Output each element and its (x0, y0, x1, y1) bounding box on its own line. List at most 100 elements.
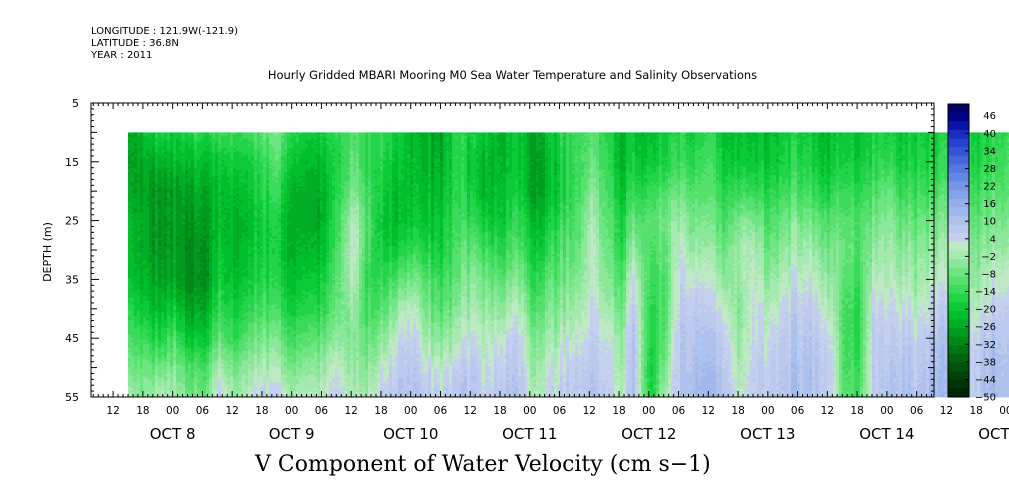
heatmap-cell (524, 368, 528, 375)
heatmap-cell (494, 222, 498, 225)
heatmap-cell (443, 386, 447, 391)
heatmap-cell (308, 346, 312, 357)
heatmap-cell (551, 316, 555, 335)
heatmap-cell (581, 162, 585, 171)
heatmap-cell (164, 204, 168, 217)
heatmap-cell (572, 374, 576, 379)
heatmap-cell (545, 230, 549, 233)
heatmap-cell (332, 274, 336, 277)
heatmap-cell (245, 222, 249, 227)
heatmap-cell (314, 322, 318, 325)
heatmap-cell (134, 146, 138, 149)
heatmap-cell (218, 146, 222, 149)
heatmap-cell (245, 220, 249, 223)
heatmap-cell (155, 144, 159, 153)
heatmap-cell (335, 286, 339, 289)
heatmap-cell (449, 316, 453, 329)
heatmap-cell (152, 370, 156, 373)
heatmap-cell (275, 132, 279, 135)
heatmap-cell (389, 178, 393, 219)
heatmap-cell (494, 304, 498, 307)
heatmap-cell (326, 206, 330, 209)
heatmap-cell (452, 340, 456, 345)
heatmap-cell (452, 176, 456, 191)
heatmap-cell (548, 218, 552, 223)
heatmap-cell (479, 346, 483, 349)
heatmap-cell (440, 160, 444, 165)
heatmap-cell (158, 208, 162, 213)
heatmap-cell (149, 300, 153, 315)
heatmap-cell (248, 310, 252, 323)
heatmap-cell (185, 250, 189, 293)
heatmap-cell (359, 354, 363, 357)
heatmap-cell (155, 254, 159, 277)
heatmap-cell (527, 332, 531, 335)
heatmap-cell (575, 178, 579, 181)
heatmap-cell (128, 316, 132, 321)
heatmap-cell (548, 344, 552, 347)
heatmap-cell (173, 278, 177, 281)
heatmap-cell (128, 206, 132, 209)
heatmap-cell (329, 300, 333, 315)
heatmap-cell (476, 276, 480, 301)
heatmap-cell (515, 384, 519, 387)
heatmap-cell (446, 320, 450, 331)
heatmap-cell (551, 392, 555, 395)
heatmap-cell (479, 356, 483, 359)
heatmap-cell (257, 364, 261, 377)
heatmap-cell (236, 378, 240, 381)
heatmap-cell (164, 386, 168, 389)
heatmap-cell (569, 382, 573, 385)
heatmap-cell (338, 132, 342, 155)
heatmap-cell (128, 168, 132, 173)
heatmap-cell (245, 234, 249, 237)
heatmap-cell (401, 154, 405, 157)
heatmap-cell (413, 182, 417, 187)
heatmap-cell (494, 368, 498, 398)
heatmap-cell (581, 368, 585, 373)
heatmap-cell (377, 236, 381, 239)
heatmap-cell (590, 136, 594, 141)
heatmap-cell (293, 154, 297, 157)
heatmap-cell (209, 222, 213, 227)
heatmap-cell (209, 152, 213, 157)
heatmap-cell (440, 358, 444, 369)
heatmap-cell (548, 204, 552, 217)
heatmap-cell (293, 386, 297, 389)
heatmap-cell (161, 370, 165, 373)
heatmap-cell (518, 184, 522, 187)
heatmap-cell (470, 142, 474, 187)
heatmap-cell (251, 342, 255, 355)
heatmap-cell (431, 242, 435, 261)
heatmap-cell (494, 132, 498, 135)
heatmap-cell (395, 308, 399, 321)
heatmap-cell (464, 240, 468, 263)
heatmap-cell (338, 280, 342, 283)
heatmap-cell (521, 314, 525, 317)
heatmap-cell (470, 136, 474, 141)
heatmap-cell (551, 354, 555, 357)
heatmap-cell (512, 288, 516, 291)
heatmap-cell (185, 246, 189, 251)
heatmap-cell (437, 380, 441, 391)
heatmap-cell (341, 254, 345, 257)
heatmap-cell (275, 178, 279, 181)
heatmap-cell (299, 344, 303, 347)
heatmap-cell (197, 388, 201, 398)
heatmap-cell (512, 388, 516, 391)
heatmap-cell (287, 356, 291, 359)
heatmap-cell (497, 284, 501, 297)
heatmap-cell (332, 310, 336, 315)
heatmap-cell (572, 148, 576, 157)
heatmap-cell (305, 164, 309, 171)
heatmap-cell (275, 180, 279, 183)
heatmap-cell (197, 224, 201, 253)
heatmap-cell (149, 252, 153, 255)
heatmap-cell (230, 170, 234, 189)
heatmap-cell (458, 304, 462, 317)
heatmap-cell (149, 314, 153, 327)
heatmap-cell (584, 162, 588, 165)
heatmap-cell (236, 170, 240, 189)
heatmap-cell (413, 318, 417, 321)
heatmap-cell (242, 300, 246, 315)
